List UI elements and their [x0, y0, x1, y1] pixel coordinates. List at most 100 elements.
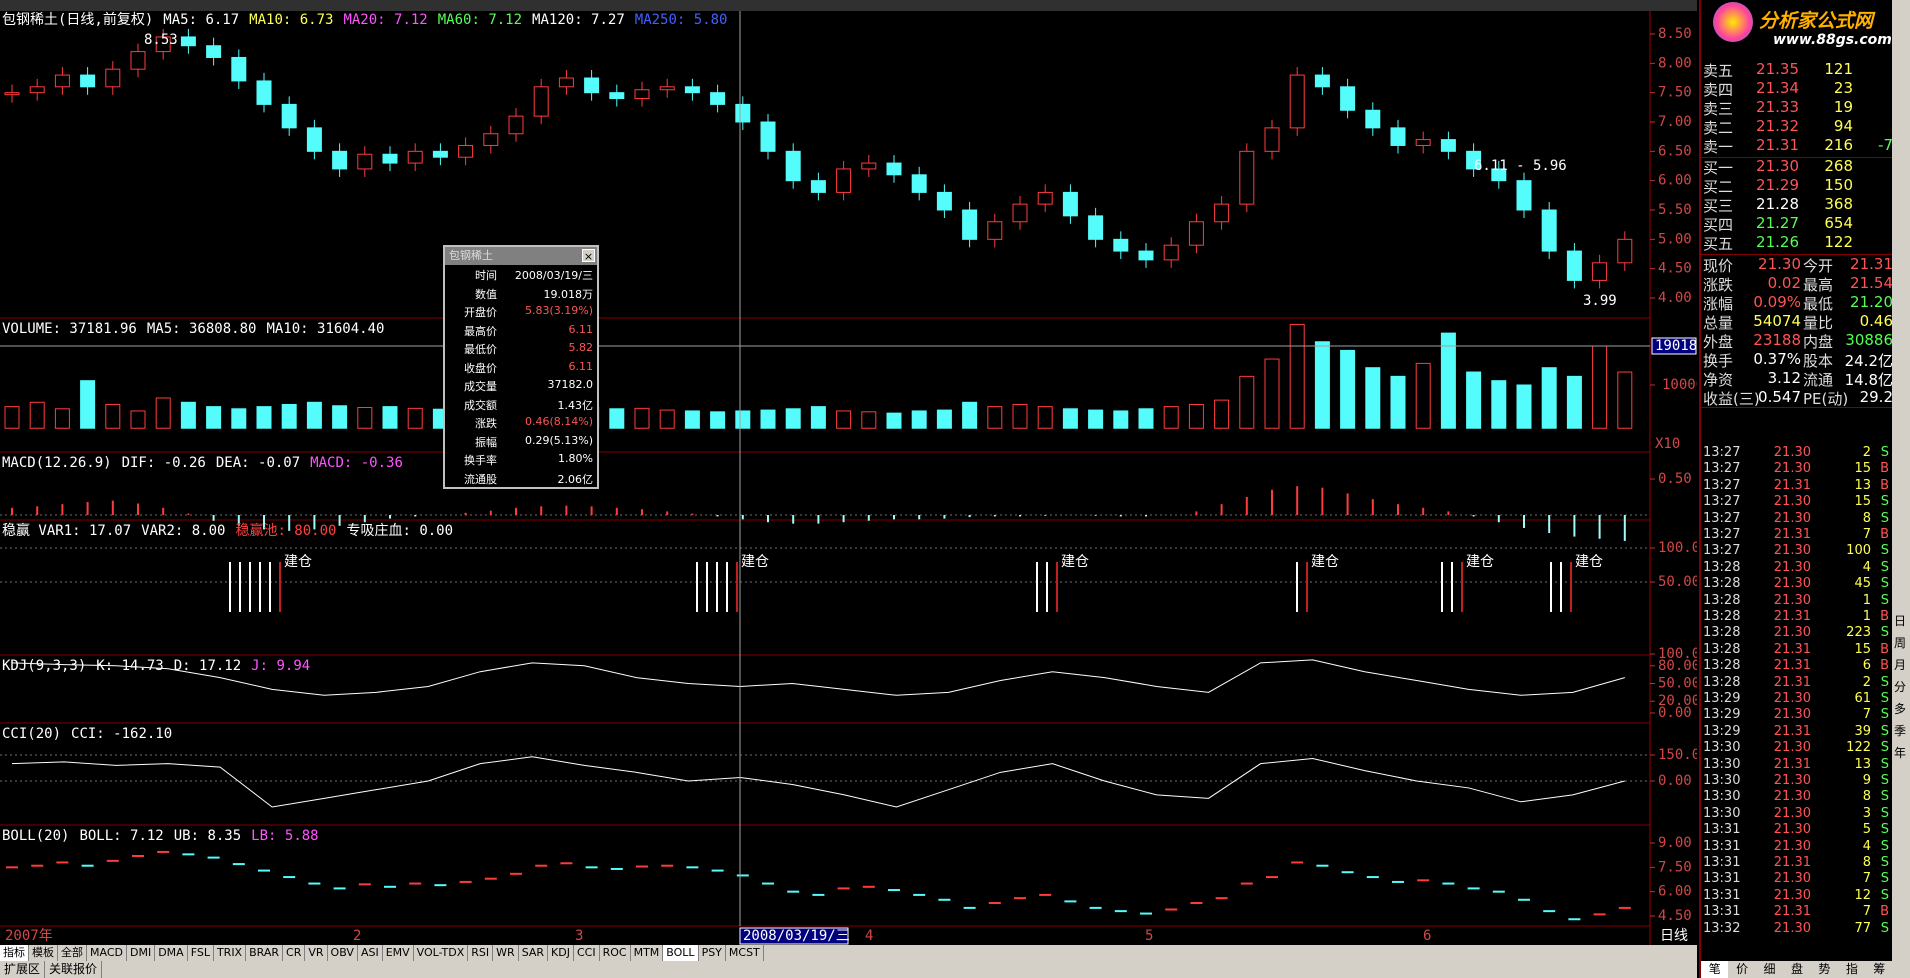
- volume-bar: [1516, 384, 1532, 429]
- indicator-tab[interactable]: CR: [283, 945, 306, 961]
- indicator-tab[interactable]: MTM: [631, 945, 664, 961]
- trade-time: 13:27: [1703, 477, 1741, 493]
- volume-bar: [155, 397, 171, 429]
- trade-price: 21.30: [1773, 592, 1811, 608]
- volume-bar: [861, 411, 877, 429]
- indicator-tab[interactable]: CCI: [574, 945, 600, 961]
- volume-bar: [987, 406, 1003, 429]
- header-item: CCI: -162.10: [71, 726, 173, 742]
- quote-tab[interactable]: 价: [1736, 962, 1749, 976]
- book-volume: 121: [1824, 60, 1853, 78]
- book-label: 买三: [1703, 197, 1734, 215]
- side-button[interactable]: 周: [1894, 636, 1907, 650]
- signal-label: 建仓: [1466, 554, 1494, 570]
- indicator-tab[interactable]: 模板: [29, 945, 58, 961]
- logo-text: 分析家公式网: [1759, 10, 1874, 32]
- trade-side: S: [1880, 691, 1889, 706]
- popup-value: 1.80%: [558, 452, 593, 465]
- quote-tab[interactable]: 指: [1845, 962, 1858, 976]
- volume-bar: [1390, 375, 1406, 429]
- trade-price: 21.30: [1773, 773, 1811, 788]
- indicator-tab[interactable]: DMA: [155, 945, 188, 961]
- candle: [1314, 74, 1330, 88]
- indicator-tab[interactable]: KDJ: [548, 945, 574, 961]
- indicator-tab[interactable]: SAR: [519, 945, 549, 961]
- volume-bar: [810, 406, 826, 429]
- trade-side: S: [1880, 773, 1889, 788]
- candle: [911, 174, 927, 193]
- book-price: 21.26: [1756, 233, 1799, 251]
- indicator-tab[interactable]: ASI: [358, 945, 383, 961]
- indicator-tab[interactable]: OBV: [328, 945, 358, 961]
- volume-bar: [1365, 367, 1381, 429]
- indicator-tab[interactable]: VOL-TDX: [414, 945, 469, 961]
- bottom-tab[interactable]: 关联报价: [45, 961, 103, 978]
- indicator-tab[interactable]: EMV: [383, 945, 414, 961]
- indicator-tab[interactable]: DMI: [127, 945, 156, 961]
- trade-time: 13:32: [1703, 920, 1741, 936]
- indicator-tab[interactable]: RSI: [468, 945, 494, 961]
- book-price: 21.34: [1756, 79, 1799, 97]
- annotation: 6.11 - 5.96: [1474, 158, 1567, 174]
- bottom-tab[interactable]: 扩展区: [0, 961, 46, 978]
- side-button[interactable]: 多: [1894, 702, 1907, 716]
- stat-value: 54074: [1753, 312, 1801, 330]
- quote-tab[interactable]: 细: [1763, 962, 1776, 976]
- candle: [1415, 139, 1431, 146]
- candle: [810, 180, 826, 193]
- indicator-tab[interactable]: 指标: [0, 945, 29, 961]
- trade-side: S: [1880, 707, 1889, 723]
- popup-label: 数值: [475, 287, 497, 301]
- trade-price: 21.31: [1773, 609, 1811, 624]
- book-label: 买四: [1703, 216, 1734, 234]
- popup-label: 振幅: [475, 435, 497, 449]
- volume-bar: [886, 412, 902, 429]
- popup-value: 2008/03/19/三: [514, 269, 593, 282]
- popup-label: 最高价: [464, 324, 497, 338]
- y-tick-label: 5.00: [1658, 231, 1692, 247]
- side-button[interactable]: 季: [1894, 724, 1907, 738]
- y-tick-label: 7.00: [1658, 114, 1692, 130]
- volume-bar: [609, 408, 625, 429]
- header-item: UB: 8.35: [173, 828, 242, 844]
- trade-price: 21.31: [1773, 855, 1811, 870]
- header-item: MA10: 6.73: [249, 12, 334, 28]
- candle: [760, 121, 776, 152]
- y-tick-label: 100.00: [1658, 540, 1697, 556]
- indicator-tab[interactable]: VR: [305, 945, 328, 961]
- volume-bar: [710, 411, 726, 429]
- trade-price: 21.30: [1773, 887, 1811, 903]
- side-button[interactable]: 日: [1894, 614, 1907, 628]
- indicator-tab[interactable]: 全部: [58, 945, 87, 961]
- quote-tab[interactable]: 盘: [1790, 962, 1803, 976]
- indicator-tab[interactable]: BOLL: [663, 945, 699, 961]
- side-button[interactable]: 月: [1894, 658, 1907, 672]
- candle: [987, 221, 1003, 240]
- stat-value: 23188: [1753, 331, 1801, 349]
- candle: [130, 51, 146, 70]
- indicator-tab[interactable]: TRIX: [214, 945, 247, 961]
- x-tick-label: 6: [1423, 928, 1431, 944]
- indicator-tab[interactable]: FSL: [188, 945, 214, 961]
- indicator-tab[interactable]: PSY: [699, 945, 726, 961]
- volume-bar: [1088, 409, 1104, 429]
- indicator-tab[interactable]: MCST: [726, 945, 764, 961]
- y-tick-label: 9.00: [1658, 835, 1692, 851]
- indicator-tab[interactable]: BRAR: [246, 945, 284, 961]
- indicator-tab[interactable]: MACD: [87, 945, 127, 961]
- trade-volume: 7: [1862, 904, 1871, 920]
- indicator-tab[interactable]: ROC: [600, 945, 631, 961]
- volume-bar: [735, 410, 751, 429]
- indicator-tab[interactable]: WR: [493, 945, 519, 961]
- stat-value: 0.37%: [1753, 350, 1801, 368]
- header-item: MA120: 7.27: [532, 12, 625, 28]
- side-button[interactable]: 年: [1894, 746, 1907, 760]
- quote-tab[interactable]: 筹: [1873, 962, 1886, 976]
- close-button[interactable]: ×: [582, 249, 595, 263]
- quote-tab[interactable]: 势: [1818, 962, 1831, 976]
- trade-side: S: [1880, 592, 1889, 608]
- trade-side: B: [1880, 641, 1889, 657]
- side-button[interactable]: 分: [1894, 680, 1907, 694]
- quote-tab[interactable]: 笔: [1701, 961, 1729, 978]
- candle: [1491, 168, 1507, 182]
